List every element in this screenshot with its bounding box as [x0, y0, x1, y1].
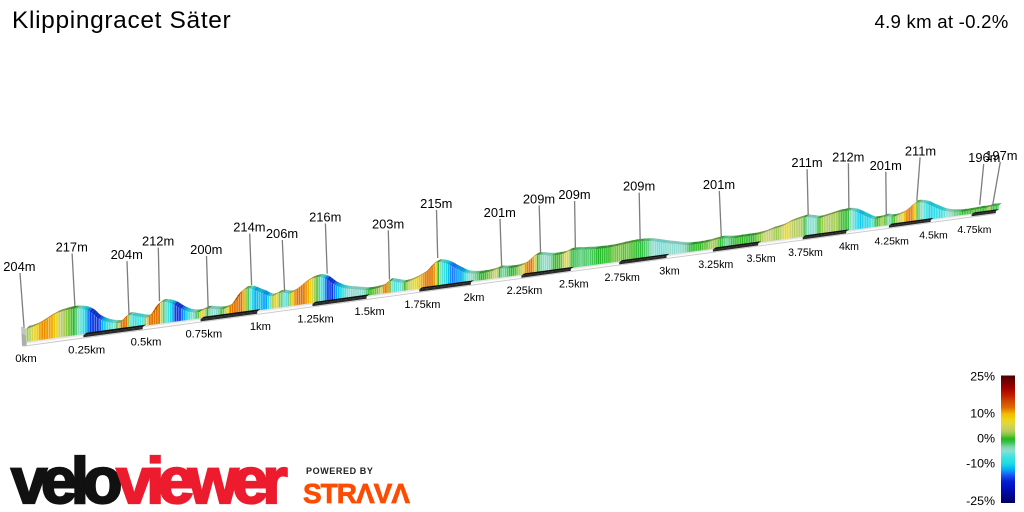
- svg-text:10%: 10%: [970, 407, 995, 421]
- svg-text:25%: 25%: [970, 369, 995, 383]
- svg-text:204m: 204m: [111, 247, 143, 262]
- svg-text:0km: 0km: [15, 353, 37, 365]
- svg-text:0%: 0%: [977, 432, 995, 446]
- svg-text:3.75km: 3.75km: [788, 247, 823, 259]
- svg-text:4km: 4km: [839, 241, 859, 253]
- svg-text:197m: 197m: [985, 148, 1017, 163]
- svg-text:0.75km: 0.75km: [185, 329, 222, 341]
- svg-text:3.5km: 3.5km: [747, 253, 776, 265]
- svg-text:215m: 215m: [420, 196, 452, 211]
- svg-text:2.5km: 2.5km: [559, 279, 589, 291]
- svg-text:1.25km: 1.25km: [297, 314, 333, 326]
- svg-text:209m: 209m: [558, 187, 590, 202]
- svg-text:201m: 201m: [484, 205, 516, 220]
- svg-text:4.25km: 4.25km: [874, 235, 909, 247]
- svg-text:0.5km: 0.5km: [131, 337, 162, 349]
- svg-text:-10%: -10%: [966, 457, 995, 471]
- svg-text:204m: 204m: [3, 259, 35, 274]
- svg-text:206m: 206m: [266, 226, 298, 241]
- svg-text:209m: 209m: [623, 179, 655, 194]
- svg-text:2.25km: 2.25km: [507, 285, 543, 297]
- svg-text:-25%: -25%: [966, 494, 995, 508]
- svg-text:3km: 3km: [659, 266, 679, 278]
- svg-text:2km: 2km: [464, 292, 485, 304]
- svg-text:200m: 200m: [190, 242, 222, 257]
- svg-text:0.25km: 0.25km: [68, 345, 105, 357]
- svg-text:214m: 214m: [233, 220, 265, 235]
- svg-text:211m: 211m: [791, 155, 822, 170]
- svg-text:1.5km: 1.5km: [354, 306, 384, 318]
- svg-text:211m: 211m: [905, 143, 936, 158]
- svg-text:4.75km: 4.75km: [957, 225, 991, 236]
- svg-text:201m: 201m: [703, 177, 735, 192]
- svg-text:203m: 203m: [372, 216, 404, 231]
- svg-text:201m: 201m: [870, 158, 902, 173]
- svg-text:216m: 216m: [309, 210, 341, 225]
- svg-text:1.75km: 1.75km: [404, 299, 440, 311]
- svg-text:3.25km: 3.25km: [698, 259, 733, 271]
- svg-text:2.75km: 2.75km: [604, 272, 639, 284]
- svg-text:209m: 209m: [523, 191, 555, 206]
- svg-text:196m: 196m: [968, 150, 1000, 165]
- svg-text:212m: 212m: [832, 149, 864, 164]
- svg-text:4.5km: 4.5km: [919, 230, 948, 242]
- svg-text:1km: 1km: [250, 321, 271, 333]
- svg-text:217m: 217m: [56, 240, 88, 255]
- svg-text:212m: 212m: [142, 234, 174, 249]
